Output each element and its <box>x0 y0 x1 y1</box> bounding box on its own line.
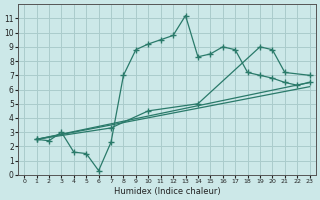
X-axis label: Humidex (Indice chaleur): Humidex (Indice chaleur) <box>114 187 220 196</box>
